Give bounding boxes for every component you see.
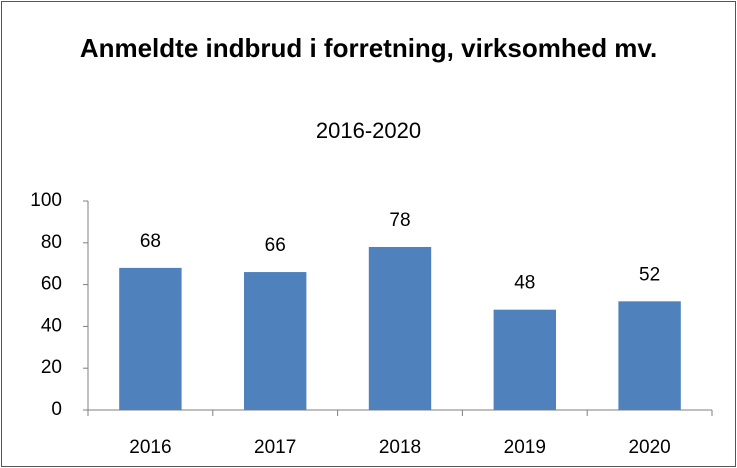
y-tick-label: 80	[41, 232, 62, 253]
y-tick-label: 20	[41, 357, 62, 378]
chart-subtitle: 2016-2020	[315, 118, 422, 143]
x-tick-label: 2018	[379, 437, 421, 458]
bar	[618, 301, 681, 410]
bar	[493, 309, 556, 410]
data-label: 78	[389, 210, 410, 231]
data-label: 66	[265, 235, 286, 256]
data-label: 48	[514, 273, 535, 294]
bar	[368, 246, 432, 410]
bar	[244, 272, 307, 410]
data-label: 68	[140, 231, 161, 252]
y-tick-label: 100	[30, 190, 62, 211]
x-tick-label: 2019	[504, 437, 546, 458]
data-label: 52	[639, 264, 660, 285]
y-tick-label: 0	[51, 399, 62, 420]
x-tick-label: 2016	[129, 437, 171, 458]
y-tick-label: 60	[41, 274, 62, 295]
x-tick-label: 2020	[628, 437, 670, 458]
bar	[119, 267, 182, 410]
x-tick-label: 2017	[254, 437, 296, 458]
chart-title: Anmeldte indbrud i forretning, virksomhe…	[79, 33, 658, 63]
y-tick-label: 40	[41, 315, 62, 336]
